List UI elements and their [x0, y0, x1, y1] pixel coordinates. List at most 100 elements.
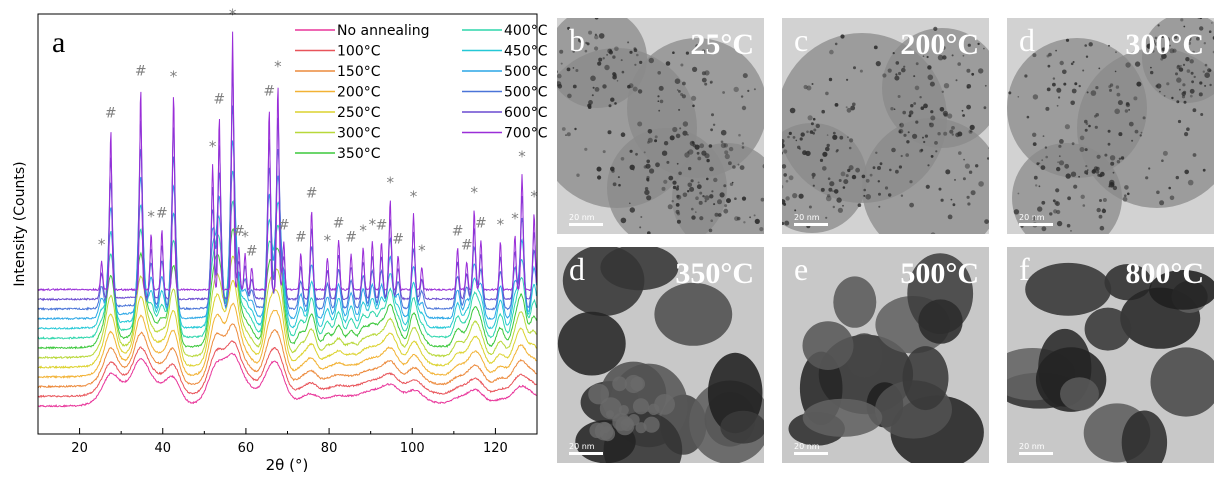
y-axis-label: Intensity (Counts) — [12, 161, 28, 286]
peak-marker: # — [246, 244, 258, 260]
peak-marker: # — [156, 206, 168, 222]
peak-marker: # — [392, 232, 404, 248]
scale-bar-label: 20 nm — [794, 213, 820, 222]
tem-micrograph — [1007, 18, 1214, 234]
xrd-peak-markers: *##* #**#*#*##*###*## * * #*#**##*# * *** — [98, 6, 538, 260]
scale-bar-label: 20 nm — [794, 442, 820, 451]
temperature-label: 25°C — [690, 28, 754, 61]
xrd-trace — [37, 227, 537, 350]
peak-marker: * — [170, 68, 178, 86]
legend-label: 250°C — [337, 105, 381, 121]
scale-bar-label: 20 nm — [1019, 213, 1045, 222]
x-tick-label: 100 — [400, 441, 425, 456]
x-axis-ticks: 20 40 60 80 100 120 — [37, 428, 538, 456]
peak-marker: # — [263, 84, 275, 100]
peak-marker: * — [386, 174, 394, 192]
tem-micrograph — [557, 18, 764, 234]
xrd-trace — [37, 200, 537, 340]
legend-label: 700°C — [504, 126, 548, 142]
tem-micrograph — [782, 247, 989, 463]
xrd-trace — [37, 279, 537, 370]
panel-letter: d — [569, 251, 585, 287]
panel-a-letter: a — [52, 26, 65, 59]
xrd-trace — [37, 302, 537, 379]
peak-marker: # — [333, 216, 345, 232]
tem-panel-1: b 25°C 20 nm — [557, 18, 764, 234]
x-tick-label: 80 — [321, 441, 338, 456]
peak-marker: * — [324, 232, 332, 250]
scale-bar: 20 nm — [569, 213, 603, 226]
xrd-trace — [37, 170, 537, 330]
panel-letter: d — [1019, 22, 1035, 58]
x-tick-label: 120 — [483, 441, 508, 456]
legend-label: 200°C — [337, 85, 381, 101]
tem-panel-3: d 300°C 20 nm — [1007, 18, 1214, 234]
xrd-trace — [38, 352, 537, 408]
xrd-trace — [37, 323, 537, 389]
peak-marker: # — [306, 186, 318, 202]
legend: No annealing 100°C 150°C 200°C 250°C 300°C 350… — [295, 23, 548, 162]
panel-letter: e — [794, 251, 809, 287]
legend-label: 350°C — [337, 146, 381, 162]
x-tick-label: 20 — [71, 441, 88, 456]
x-tick-label: 60 — [238, 441, 255, 456]
tem-panel-4: d 350°C 20 nm — [557, 247, 764, 463]
scale-bar-label: 20 nm — [1019, 442, 1045, 451]
xrd-trace — [37, 340, 537, 399]
tem-micrograph — [557, 247, 764, 463]
scale-bar: 20 nm — [794, 213, 828, 226]
panel-letter: c — [794, 22, 809, 58]
tem-panel-2: c 200°C 20 nm — [782, 18, 989, 234]
scale-bar-line — [1019, 452, 1053, 455]
peak-marker: * — [359, 222, 367, 240]
scale-bar: 20 nm — [1019, 442, 1053, 455]
temperature-label: 200°C — [900, 28, 979, 61]
xrd-trace — [37, 68, 537, 302]
temperature-label: 350°C — [675, 257, 754, 290]
scale-bar-label: 20 nm — [569, 213, 595, 222]
legend-label: 150°C — [337, 64, 381, 80]
xrd-trace — [37, 31, 537, 292]
peak-marker: * — [497, 216, 505, 234]
peak-marker: * — [518, 148, 526, 166]
legend-label: 500°C — [504, 85, 548, 101]
peak-marker: # — [345, 230, 357, 246]
legend-label: 600°C — [504, 105, 548, 121]
peak-marker: * — [369, 216, 377, 234]
xrd-trace — [37, 105, 537, 312]
legend-label: 400°C — [504, 23, 548, 39]
legend-label: 500°C — [504, 64, 548, 80]
peak-marker: * — [511, 210, 519, 228]
peak-marker: # — [105, 106, 117, 122]
scale-bar: 20 nm — [569, 442, 603, 455]
legend-label: No annealing — [337, 23, 430, 39]
peak-marker: # — [135, 64, 147, 80]
tem-panel-6: f 800°C 20 nm — [1007, 247, 1214, 463]
peak-marker: # — [278, 218, 290, 234]
tem-panel-5: e 500°C 20 nm — [782, 247, 989, 463]
xrd-traces — [37, 31, 537, 408]
peak-marker: * — [241, 228, 249, 246]
peak-marker: * — [98, 236, 106, 254]
panel-letter: b — [569, 22, 585, 58]
scale-bar-line — [569, 223, 603, 226]
peak-marker: * — [418, 242, 426, 260]
peak-marker: # — [233, 224, 245, 240]
xrd-trace — [37, 140, 537, 321]
scale-bar-line — [569, 452, 603, 455]
xrd-chart: *##* #**#*#*##*###*## * * #*#**##*# * *** 20 40… — [12, 6, 548, 474]
scale-bar-line — [794, 223, 828, 226]
temperature-label: 500°C — [900, 257, 979, 290]
scale-bar: 20 nm — [1019, 213, 1053, 226]
xrd-trace — [37, 255, 537, 360]
legend-label: 450°C — [504, 44, 548, 60]
peak-marker: * — [147, 208, 155, 226]
peak-marker: # — [376, 218, 388, 234]
tem-micrograph — [1007, 247, 1214, 463]
peak-marker: * — [470, 184, 478, 202]
x-axis-label: 2θ (°) — [266, 456, 309, 474]
peak-marker: # — [475, 216, 487, 232]
tem-micrograph — [782, 18, 989, 234]
scale-bar-line — [794, 452, 828, 455]
peak-marker: # — [213, 92, 225, 108]
